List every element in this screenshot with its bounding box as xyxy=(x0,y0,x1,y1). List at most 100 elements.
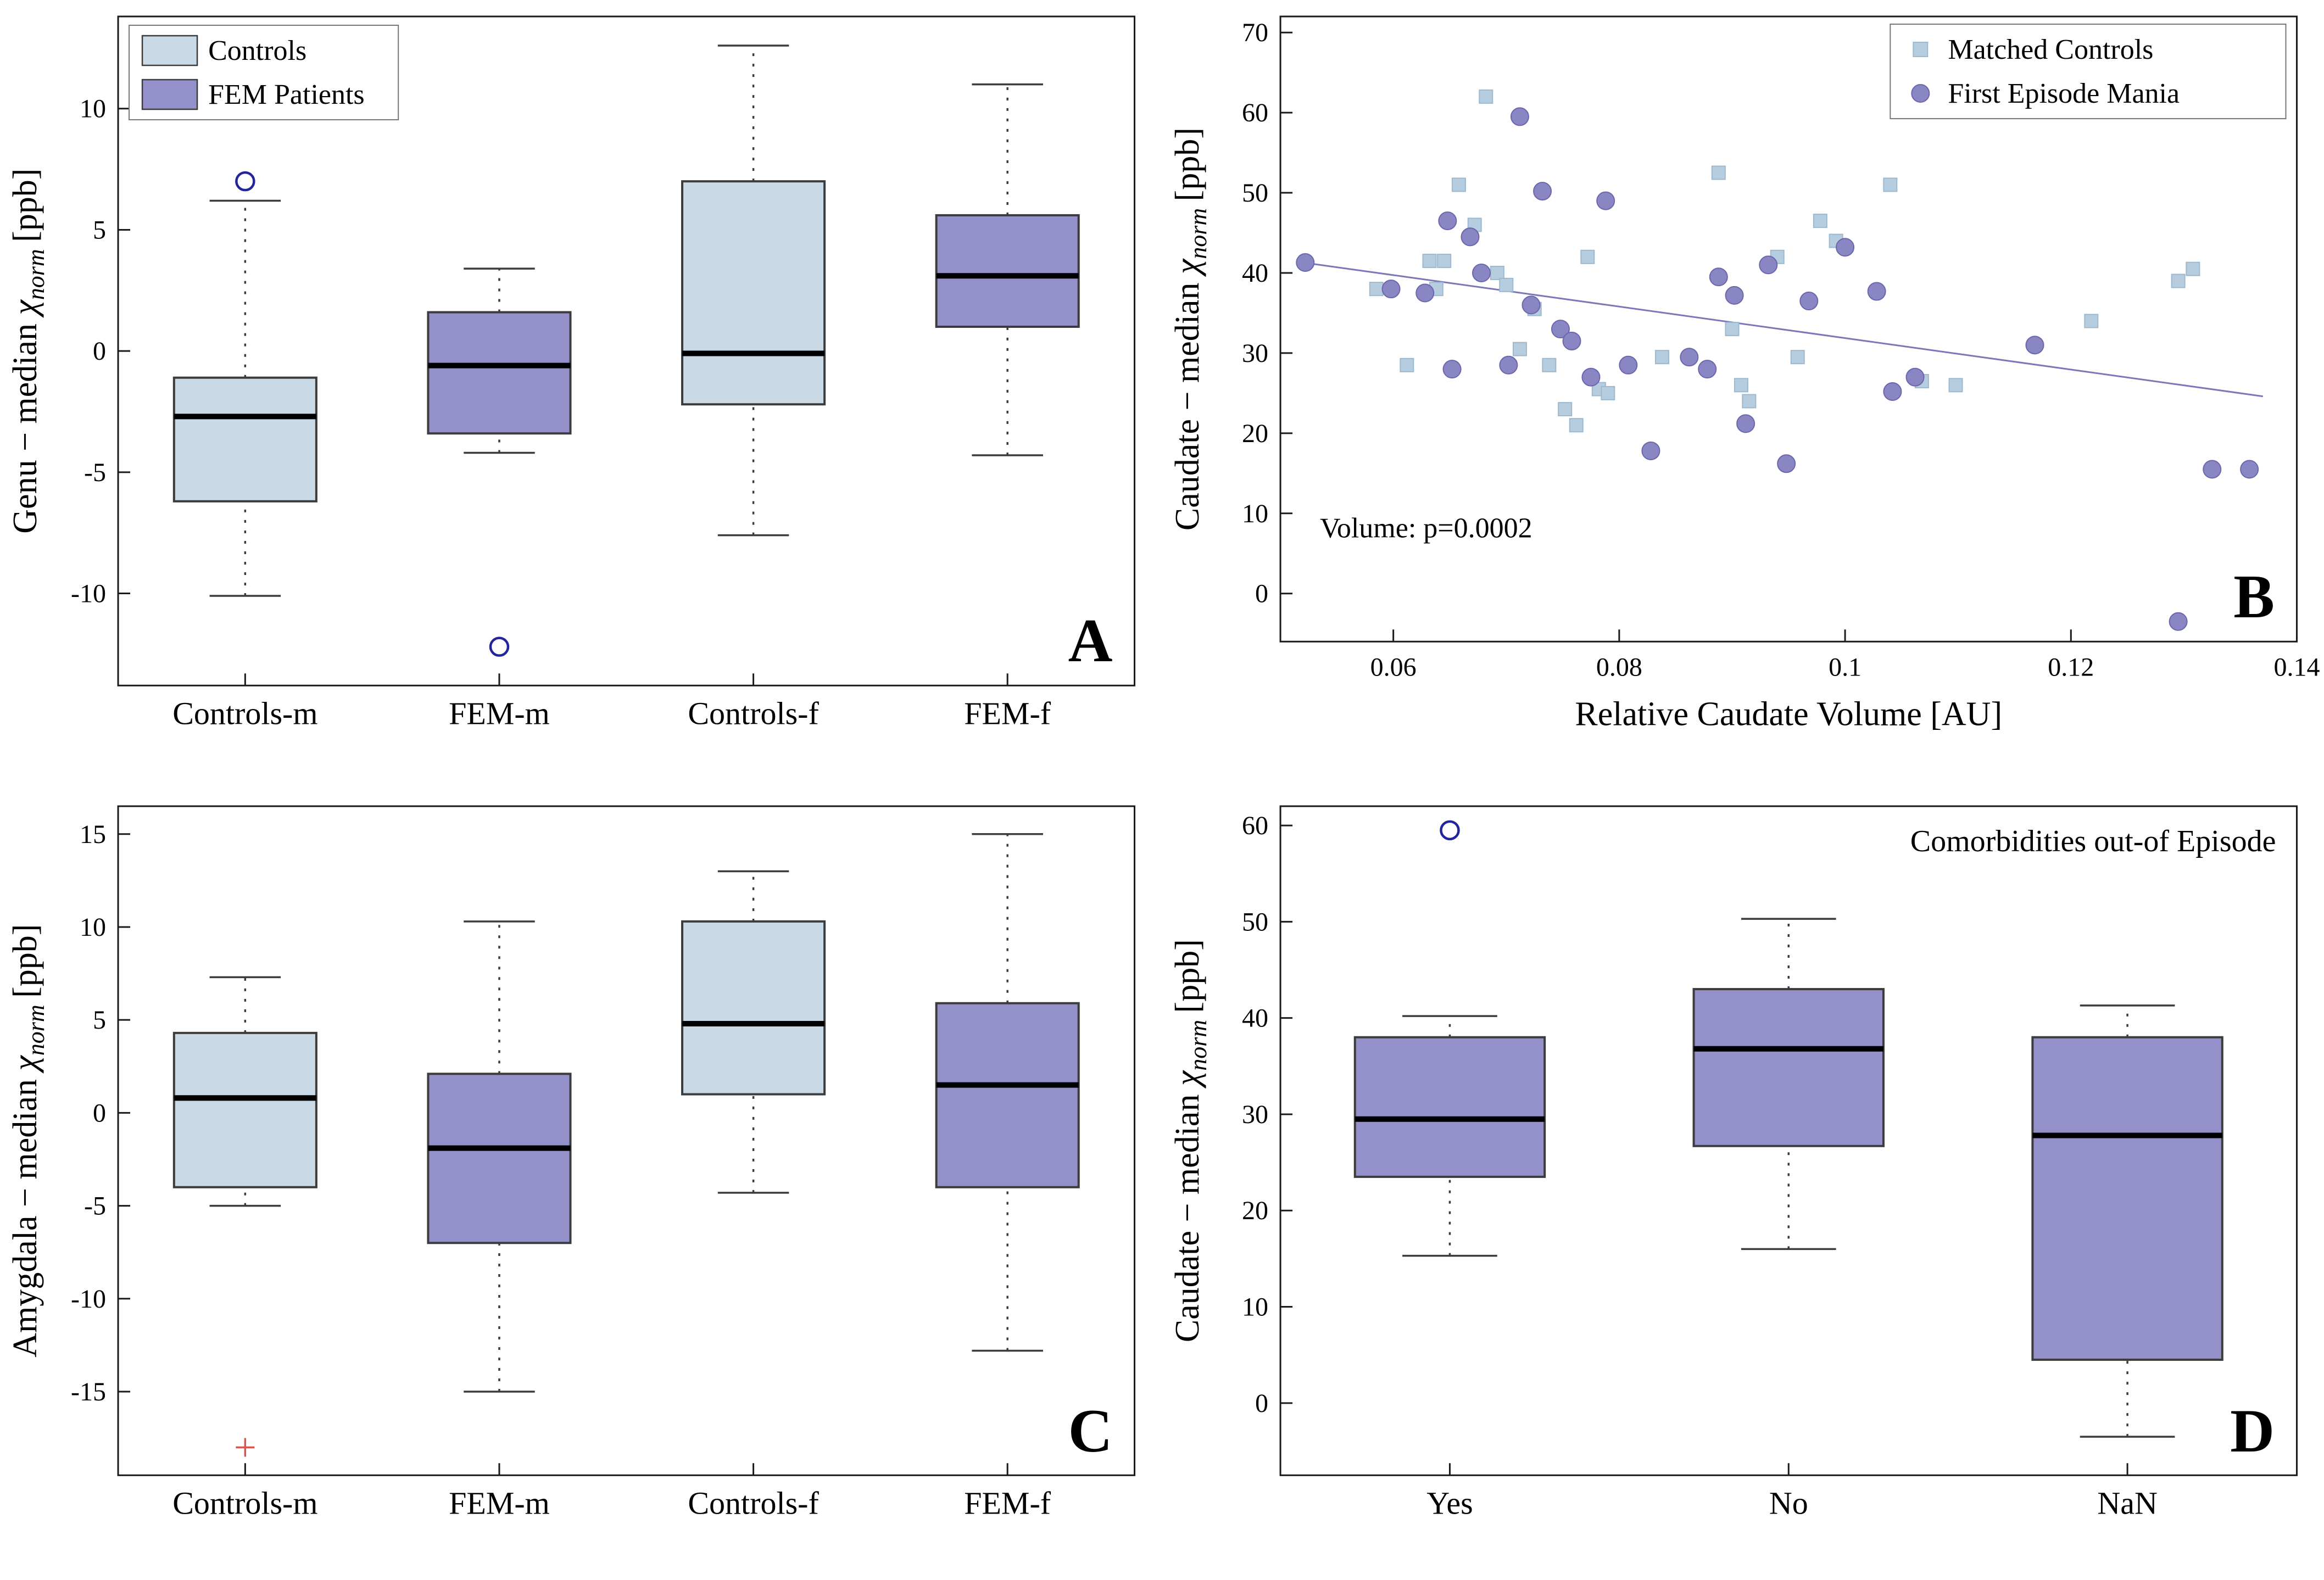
category-label-Yes: Yes xyxy=(1426,1486,1473,1521)
scatter-point-fem xyxy=(1582,369,1600,386)
category-label-Controls-m: Controls-m xyxy=(172,1486,317,1521)
scatter-point-fem xyxy=(2169,613,2187,630)
annotation-pvalue: Volume: p=0.0002 xyxy=(1320,513,1532,544)
scatter-point-control xyxy=(1437,254,1451,267)
scatter-point-fem xyxy=(1522,296,1540,314)
x-tick-label: 0.06 xyxy=(1370,652,1416,682)
scatter-point-fem xyxy=(1906,369,1924,386)
y-tick-label: 60 xyxy=(1242,98,1268,127)
panel-letter-d: D xyxy=(2230,1400,2275,1462)
box-A-FEM-f xyxy=(937,215,1079,327)
scatter-point-control xyxy=(2186,263,2199,276)
y-tick-label: 5 xyxy=(93,1006,106,1035)
box-C-FEM-m xyxy=(428,1074,570,1243)
box-D-No xyxy=(1693,989,1883,1146)
y-tick-label: -15 xyxy=(71,1377,106,1406)
scatter-point-control xyxy=(1452,178,1465,191)
scatter-point-fem xyxy=(1511,108,1528,125)
scatter-point-fem xyxy=(1461,228,1479,245)
y-tick-label: 15 xyxy=(80,820,106,849)
scatter-point-fem xyxy=(1680,348,1698,366)
x-axis-label-B: Relative Caudate Volume [AU] xyxy=(1575,695,2002,733)
scatter-point-fem xyxy=(1473,264,1490,282)
scatter-point-control xyxy=(1500,278,1513,292)
category-label-FEM-f: FEM-f xyxy=(964,1486,1051,1521)
y-tick-label: 20 xyxy=(1242,1197,1268,1226)
scatter-point-fem xyxy=(1868,283,1885,300)
panel-letter-a: A xyxy=(1068,610,1113,672)
box-A-FEM-m xyxy=(428,312,570,434)
y-tick-label: 10 xyxy=(80,94,106,124)
y-axis-label-A: Genu − median χnorm [ppb] xyxy=(7,169,49,534)
scatter-point-control xyxy=(2085,315,2098,328)
category-label-Controls-m: Controls-m xyxy=(172,695,317,731)
scatter-point-fem xyxy=(1698,360,1716,378)
y-tick-label: 20 xyxy=(1242,419,1268,448)
scatter-point-fem xyxy=(1500,356,1517,374)
legend-label: Controls xyxy=(208,35,306,66)
scatter-point-control xyxy=(1581,250,1594,264)
box-D-NaN xyxy=(2032,1037,2222,1360)
scatter-point-fem xyxy=(1382,280,1400,298)
x-tick-label: 0.1 xyxy=(1829,652,1862,682)
scatter-point-fem xyxy=(1836,238,1854,256)
scatter-point-control xyxy=(1558,403,1571,416)
y-axis-label-C: Amygdala − median χnorm [ppb] xyxy=(7,924,49,1358)
y-tick-label: 10 xyxy=(80,913,106,942)
scatter-point-control xyxy=(1949,378,1962,392)
scatter-point-fem xyxy=(1737,415,1754,432)
legend-circle-marker xyxy=(1911,85,1929,102)
scatter-point-fem xyxy=(1759,256,1777,273)
scatter-point-control xyxy=(1742,394,1755,407)
scatter-point-control xyxy=(1369,282,1383,295)
scatter-point-control xyxy=(1883,178,1897,191)
y-tick-label: -10 xyxy=(71,579,106,608)
y-tick-label: 40 xyxy=(1242,259,1268,288)
scatter-point-fem xyxy=(1296,254,1314,271)
scatter-point-fem xyxy=(1534,182,1551,200)
y-tick-label: -10 xyxy=(71,1285,106,1314)
scatter-point-control xyxy=(1542,359,1556,372)
category-label-No: No xyxy=(1769,1486,1808,1521)
panel-letter-b: B xyxy=(2233,566,2275,628)
y-tick-label: 5 xyxy=(93,215,106,244)
scatter-point-fem xyxy=(2203,461,2221,478)
x-tick-label: 0.08 xyxy=(1596,652,1642,682)
scatter-point-fem xyxy=(1619,356,1637,374)
scatter-point-fem xyxy=(1883,383,1901,400)
scatter-point-fem xyxy=(2026,336,2043,354)
legend-swatch-fem xyxy=(142,80,197,109)
legend-square-marker xyxy=(1913,42,1927,57)
y-tick-label: 60 xyxy=(1242,811,1268,840)
scatter-point-control xyxy=(1712,166,1725,180)
y-tick-label: 30 xyxy=(1242,1100,1268,1129)
category-label-FEM-f: FEM-f xyxy=(964,695,1051,731)
scatter-point-control xyxy=(1734,378,1747,392)
y-tick-label: 10 xyxy=(1242,1293,1268,1322)
scatter-point-fem xyxy=(1563,332,1580,350)
scatter-point-control xyxy=(1569,418,1582,432)
legend-swatch-controls xyxy=(142,36,197,65)
y-tick-label: 70 xyxy=(1242,18,1268,47)
category-label-NaN: NaN xyxy=(2097,1486,2158,1521)
y-tick-label: 0 xyxy=(1255,1389,1268,1418)
y-tick-label: 10 xyxy=(1242,499,1268,528)
scatter-point-control xyxy=(1479,90,1492,103)
box-A-Controls-f xyxy=(682,181,824,404)
y-tick-label: 0 xyxy=(93,337,106,366)
box-C-Controls-m xyxy=(174,1033,316,1187)
y-tick-label: 0 xyxy=(1255,579,1268,608)
scatter-point-fem xyxy=(1725,287,1743,304)
y-tick-label: 50 xyxy=(1242,908,1268,937)
y-axis-label-D: Caudate − median χnorm [ppb] xyxy=(1169,939,1212,1342)
scatter-point-fem xyxy=(1416,284,1434,302)
box-C-FEM-f xyxy=(937,1003,1079,1187)
legend-label: Matched Controls xyxy=(1948,34,2153,65)
